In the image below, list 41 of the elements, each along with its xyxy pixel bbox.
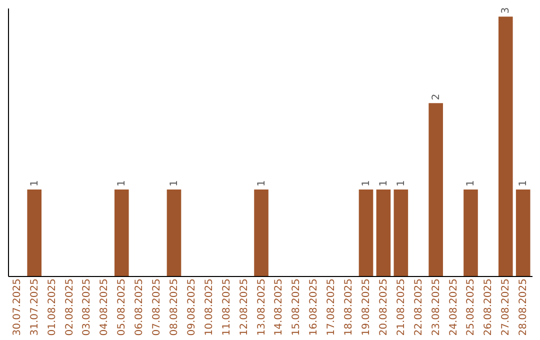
x-tick-label: 15.08.2025	[291, 278, 302, 336]
x-tick-label: 19.08.2025	[361, 278, 372, 336]
data-label: 3	[500, 7, 512, 14]
x-tick-label: 05.08.2025	[116, 278, 128, 336]
x-tick-label: 04.08.2025	[99, 278, 110, 336]
x-tick-label: 08.08.2025	[168, 278, 180, 336]
data-label: 1	[168, 180, 180, 187]
x-tick-label: 14.08.2025	[274, 278, 285, 336]
data-label: 2	[430, 94, 442, 100]
x-tick-label: 22.08.2025	[413, 278, 424, 336]
x-tick-label: 01.08.2025	[46, 278, 58, 336]
data-label: 1	[29, 180, 40, 187]
x-tick-label: 11.08.2025	[221, 278, 232, 336]
data-label: 1	[396, 180, 407, 187]
data-label: 1	[378, 180, 390, 187]
x-tick-label: 31.07.2025	[29, 278, 40, 336]
x-tick-label: 02.08.2025	[64, 278, 76, 336]
x-tick-label: 12.08.2025	[238, 278, 250, 336]
x-tick-label: 28.08.2025	[518, 278, 530, 336]
x-tick-label: 07.08.2025	[152, 278, 163, 336]
x-tick-label: 16.08.2025	[308, 278, 320, 336]
x-tick-label: 27.08.2025	[500, 278, 512, 336]
data-label: 1	[116, 180, 128, 187]
data-label: 1	[518, 180, 530, 187]
x-tick-label: 09.08.2025	[186, 278, 198, 336]
x-tick-label: 06.08.2025	[134, 278, 146, 336]
x-tick-label: 23.08.2025	[430, 278, 442, 336]
x-tick-label: 18.08.2025	[344, 278, 355, 336]
x-tick-label: 26.08.2025	[483, 278, 494, 336]
data-label: 1	[466, 180, 477, 187]
x-tick-label: 20.08.2025	[378, 278, 390, 336]
x-tick-label: 21.08.2025	[396, 278, 407, 336]
x-tick-label: 10.08.2025	[204, 278, 215, 336]
x-tick-label: 24.08.2025	[448, 278, 460, 336]
x-tick-label: 03.08.2025	[82, 278, 93, 336]
data-label: 1	[361, 180, 372, 187]
x-tick-label: 30.07.2025	[12, 278, 23, 336]
x-tick-label: 17.08.2025	[326, 278, 338, 336]
x-tick-label: 13.08.2025	[256, 278, 268, 336]
x-tick-label: 25.08.2025	[466, 278, 477, 336]
data-label: 1	[256, 180, 268, 187]
